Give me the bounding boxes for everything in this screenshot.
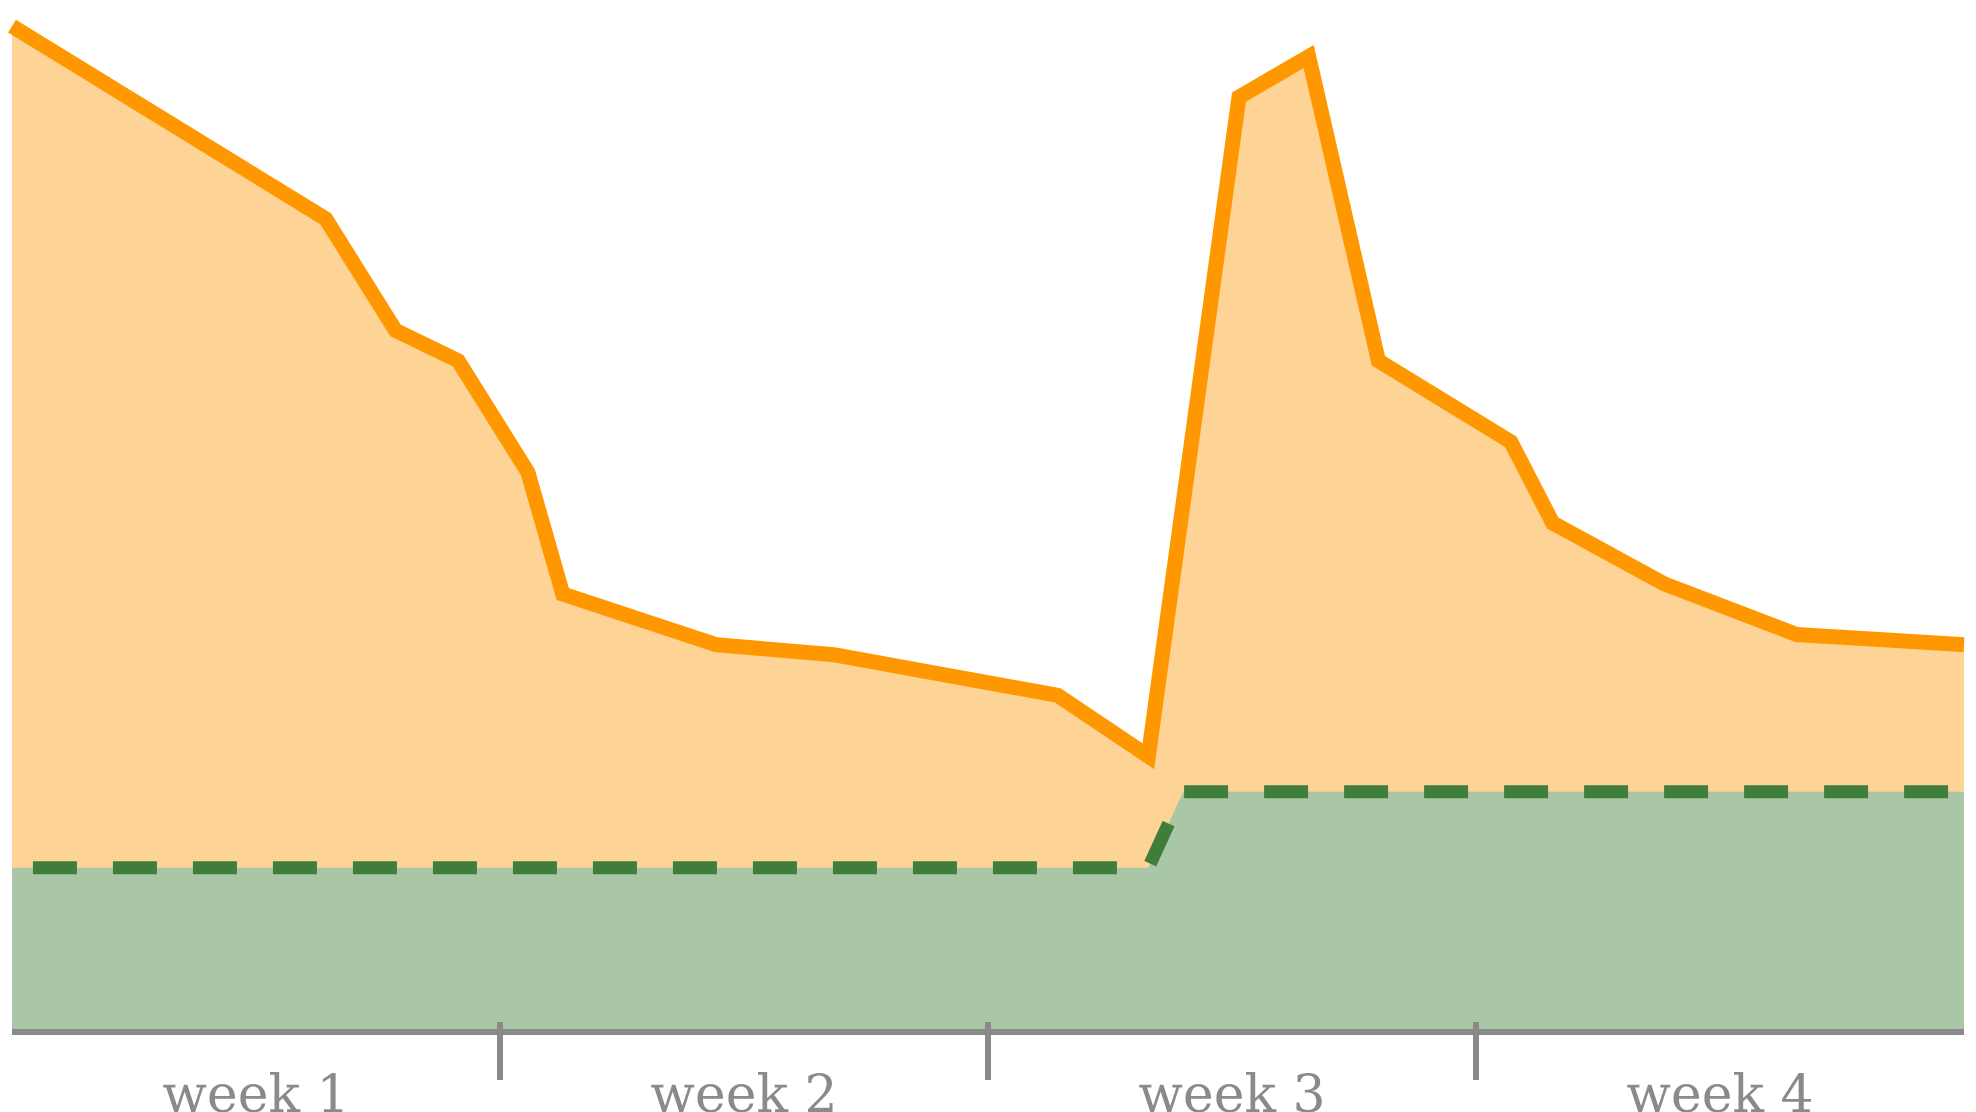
line-layer xyxy=(8,19,1965,875)
dashed-series-line xyxy=(32,785,1964,875)
solid-series-line xyxy=(8,19,1965,770)
x-tick-labels: week 1 week 2 week 3 week 4 xyxy=(162,1065,1813,1112)
x-axis xyxy=(12,1022,1964,1080)
solid-series-area xyxy=(12,26,1964,1030)
x-tick-label: week 2 xyxy=(650,1065,837,1112)
x-tick-label: week 1 xyxy=(162,1065,349,1112)
area-layer xyxy=(12,26,1964,1030)
dashed-series-area xyxy=(12,791,1964,1030)
x-tick-label: week 4 xyxy=(1626,1065,1813,1112)
x-tick-label: week 3 xyxy=(1138,1065,1325,1112)
